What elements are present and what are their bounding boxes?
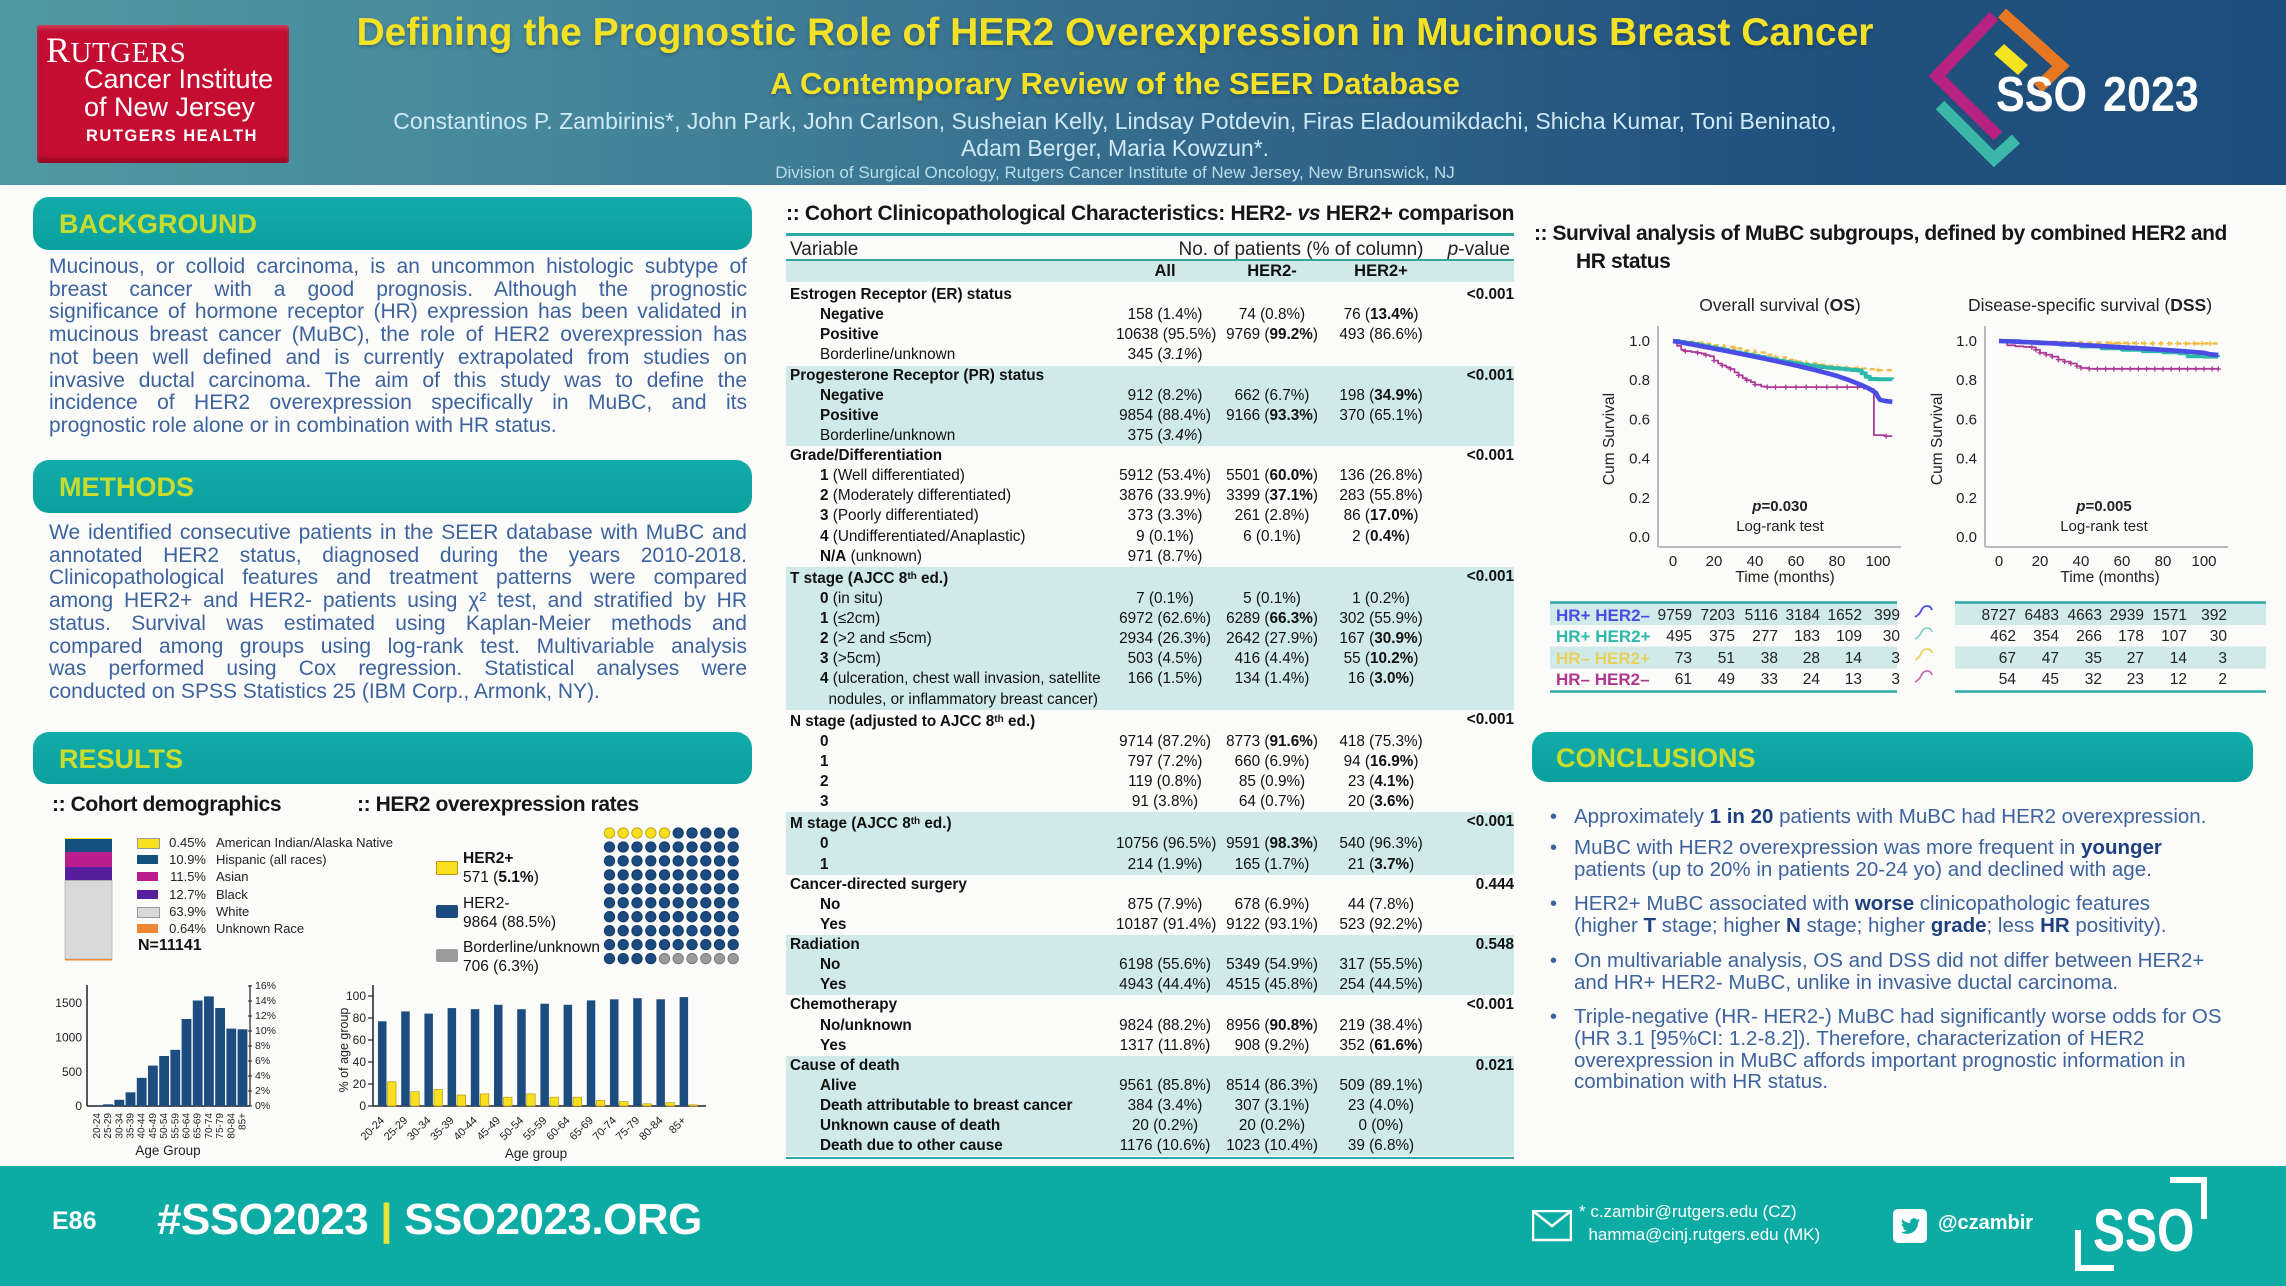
- svg-text:0: 0: [1669, 553, 1677, 570]
- svg-text:0.6: 0.6: [1629, 411, 1650, 428]
- svg-text:40-44: 40-44: [452, 1115, 480, 1143]
- svg-text:20: 20: [2032, 553, 2049, 570]
- svg-text:Time (months): Time (months): [2060, 569, 2159, 586]
- svg-text:55-59: 55-59: [170, 1113, 181, 1139]
- svg-text:0.6: 0.6: [1956, 411, 1977, 428]
- svg-text:1000: 1000: [55, 1031, 82, 1045]
- svg-text:Disease-specific survival (DSS: Disease-specific survival (DSS): [1968, 295, 2212, 315]
- svg-text:1500: 1500: [55, 996, 82, 1010]
- svg-text:100: 100: [1865, 553, 1890, 570]
- svg-text:60: 60: [1788, 553, 1805, 570]
- svg-text:65-69: 65-69: [193, 1113, 204, 1139]
- svg-text:55-59: 55-59: [521, 1115, 549, 1143]
- svg-text:Overall survival (OS): Overall survival (OS): [1699, 295, 1860, 315]
- svg-text:2023: 2023: [2103, 66, 2199, 121]
- svg-text:p=0.005: p=0.005: [2075, 498, 2131, 515]
- svg-text:70-74: 70-74: [204, 1113, 215, 1139]
- svg-text:0.8: 0.8: [1629, 372, 1650, 389]
- svg-text:12%: 12%: [255, 1010, 276, 1022]
- svg-text:0.2: 0.2: [1956, 490, 1977, 507]
- svg-text:80-84: 80-84: [226, 1113, 237, 1139]
- svg-text:75-79: 75-79: [215, 1113, 226, 1139]
- svg-text:65-69: 65-69: [568, 1115, 596, 1143]
- svg-text:45-49: 45-49: [148, 1113, 159, 1139]
- svg-text:Log-rank test: Log-rank test: [2060, 518, 2148, 535]
- svg-text:10%: 10%: [255, 1025, 276, 1037]
- svg-text:p=0.030: p=0.030: [1751, 498, 1807, 515]
- svg-text:0: 0: [359, 1099, 366, 1113]
- svg-text:25-29: 25-29: [103, 1113, 114, 1139]
- svg-text:0: 0: [1995, 553, 2003, 570]
- svg-text:60: 60: [353, 1033, 367, 1047]
- svg-text:2%: 2%: [255, 1085, 270, 1097]
- svg-text:1.0: 1.0: [1629, 333, 1650, 350]
- svg-text:0.0: 0.0: [1956, 529, 1977, 546]
- svg-text:8%: 8%: [255, 1040, 270, 1052]
- svg-text:50-54: 50-54: [159, 1113, 170, 1139]
- svg-text:0.4: 0.4: [1956, 451, 1977, 468]
- svg-text:20-24: 20-24: [359, 1115, 387, 1143]
- svg-text:30-34: 30-34: [114, 1113, 125, 1139]
- svg-text:35-39: 35-39: [428, 1115, 456, 1143]
- svg-text:85+: 85+: [238, 1113, 249, 1130]
- svg-text:40: 40: [1747, 553, 1764, 570]
- svg-text:35-39: 35-39: [126, 1113, 137, 1139]
- svg-text:Age Group: Age Group: [135, 1143, 200, 1158]
- svg-text:70-74: 70-74: [591, 1115, 619, 1143]
- svg-text:60: 60: [2114, 553, 2131, 570]
- svg-text:80-84: 80-84: [637, 1115, 665, 1143]
- svg-text:85+: 85+: [667, 1115, 689, 1137]
- svg-text:Log-rank test: Log-rank test: [1736, 518, 1824, 535]
- svg-text:0.8: 0.8: [1956, 372, 1977, 389]
- svg-text:80: 80: [2155, 553, 2172, 570]
- svg-text:75-79: 75-79: [614, 1115, 642, 1143]
- svg-text:0: 0: [75, 1099, 82, 1113]
- svg-text:40: 40: [353, 1055, 367, 1069]
- svg-text:500: 500: [62, 1065, 82, 1079]
- svg-text:Age group: Age group: [505, 1146, 567, 1161]
- svg-text:45-49: 45-49: [475, 1115, 503, 1143]
- svg-text:% of age group: % of age group: [337, 1008, 351, 1093]
- svg-text:6%: 6%: [255, 1055, 270, 1067]
- svg-text:14%: 14%: [255, 995, 276, 1007]
- svg-text:0%: 0%: [255, 1100, 270, 1112]
- svg-text:SSO: SSO: [1996, 66, 2087, 121]
- svg-text:Cum Survival: Cum Survival: [1601, 393, 1618, 485]
- svg-text:25-29: 25-29: [382, 1115, 410, 1143]
- svg-text:16%: 16%: [255, 980, 276, 992]
- svg-text:20: 20: [1706, 553, 1723, 570]
- svg-text:0.0: 0.0: [1629, 529, 1650, 546]
- svg-text:60-64: 60-64: [544, 1115, 572, 1143]
- svg-text:SSO: SSO: [2093, 1197, 2194, 1264]
- svg-text:Time (months): Time (months): [1735, 569, 1834, 586]
- svg-text:60-64: 60-64: [182, 1113, 193, 1139]
- svg-text:50-54: 50-54: [498, 1115, 526, 1143]
- svg-text:40-44: 40-44: [137, 1113, 148, 1139]
- svg-text:80: 80: [353, 1011, 367, 1025]
- svg-text:1.0: 1.0: [1956, 333, 1977, 350]
- svg-text:0.4: 0.4: [1629, 451, 1650, 468]
- svg-text:4%: 4%: [255, 1070, 270, 1082]
- svg-text:40: 40: [2073, 553, 2090, 570]
- svg-text:100: 100: [2191, 553, 2216, 570]
- svg-text:0.2: 0.2: [1629, 490, 1650, 507]
- svg-text:80: 80: [1829, 553, 1846, 570]
- svg-text:20: 20: [353, 1077, 367, 1091]
- svg-text:20-24: 20-24: [92, 1113, 103, 1139]
- svg-text:Cum Survival: Cum Survival: [1929, 393, 1946, 485]
- svg-text:100: 100: [346, 989, 366, 1003]
- svg-text:30-34: 30-34: [405, 1115, 433, 1143]
